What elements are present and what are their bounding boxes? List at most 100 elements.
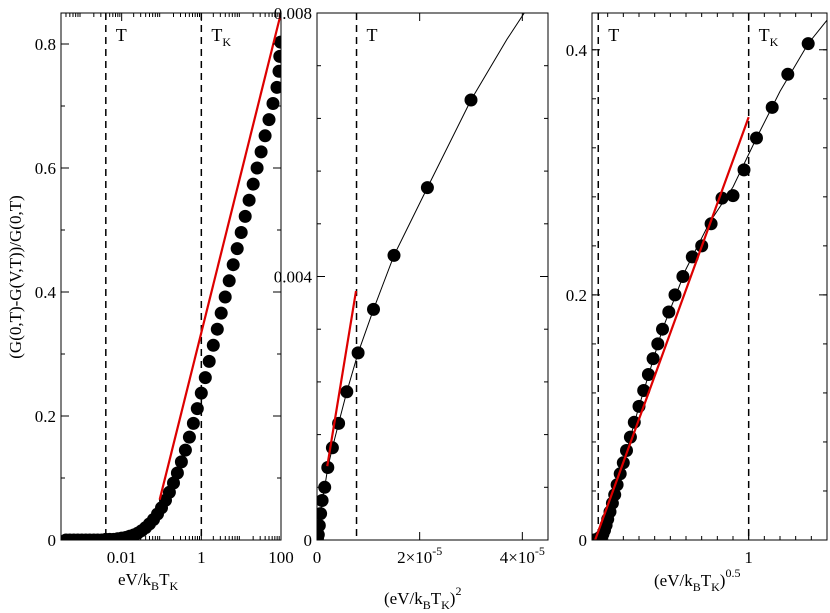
data-point (266, 97, 280, 110)
fit-line (326, 290, 358, 467)
x-label-sup: 2 (455, 584, 461, 598)
data-point (685, 250, 699, 264)
data-point (174, 455, 188, 469)
data-point (238, 209, 252, 223)
x-label-mid: T (159, 570, 170, 589)
data-point (272, 64, 281, 78)
data-point (190, 402, 204, 416)
x-label-main: (eV/k (384, 589, 423, 608)
x-axis-label-left: eV/kBTK (118, 570, 178, 593)
x-label-sub2: K (441, 598, 450, 612)
data-point (218, 290, 232, 304)
plot-frame-right (591, 12, 828, 541)
reference-label-0: T (367, 25, 378, 45)
y-tick-label: 0.2 (566, 286, 587, 305)
data-point (222, 274, 236, 288)
data-point (274, 35, 281, 49)
data-point (464, 93, 478, 107)
data-point (170, 466, 184, 480)
data-point (250, 161, 264, 175)
data-point (637, 384, 651, 397)
data-point (651, 337, 665, 351)
x-label-sub2: K (711, 580, 720, 594)
reference-label-1: TK (759, 25, 779, 49)
data-point (226, 258, 240, 272)
data-point (178, 443, 192, 457)
y-tick-label: 0 (48, 531, 57, 550)
y-tick-label: 0 (579, 531, 588, 550)
x-label-main: (eV/k (654, 571, 693, 590)
x-label-mid: T (431, 589, 442, 608)
data-point (340, 385, 354, 399)
data-point (258, 129, 272, 143)
data-point (234, 226, 248, 239)
reference-label-0: T (116, 25, 127, 45)
plot-frame-middle (316, 12, 549, 541)
y-axis-label: (G(0,T)-G(V,T))/G(0,T) (6, 195, 25, 359)
x-tick-label: 4×10-5 (500, 544, 545, 567)
plot-frame-left (60, 12, 282, 541)
data-point (317, 494, 329, 507)
fit-line (594, 116, 750, 540)
data-point (242, 193, 256, 207)
data-point (186, 416, 200, 430)
data-point (367, 302, 380, 316)
data-point (387, 248, 401, 262)
data-point (662, 305, 676, 319)
reference-label-0: T (608, 25, 619, 45)
x-tick-label: 2×10-5 (397, 544, 442, 567)
data-point (206, 338, 220, 352)
data-point (318, 480, 332, 494)
data-point (198, 371, 212, 385)
data-point (210, 322, 224, 336)
y-tick-label: 0.4 (35, 283, 57, 302)
y-tick-label: 0 (304, 531, 313, 550)
x-tick-label: 1 (197, 548, 206, 567)
y-tick-label: 0.4 (566, 41, 588, 60)
x-axis-label-right: (eV/kBTK)0.5 (654, 566, 740, 594)
fit-line (158, 13, 281, 500)
y-tick-label: 0.8 (35, 35, 56, 54)
series-curve (317, 13, 525, 540)
data-point (214, 306, 228, 320)
x-label-close: ) (720, 571, 726, 590)
y-tick-label: 0.004 (274, 268, 313, 287)
data-point (270, 80, 281, 94)
data-point (167, 476, 180, 490)
data-point (765, 100, 779, 114)
y-tick-label: 0.6 (35, 159, 56, 178)
x-tick-label: 1 (744, 548, 753, 567)
y-tick-label: 0.008 (274, 4, 312, 23)
x-label-sub1: B (423, 598, 431, 612)
data-point (351, 346, 365, 360)
data-point (194, 386, 208, 400)
x-tick-label: 0.01 (107, 548, 137, 567)
data-point (656, 322, 669, 336)
data-point (317, 507, 328, 521)
x-label-sub1: B (693, 580, 701, 594)
data-point (668, 288, 682, 302)
x-label-close: ) (450, 589, 456, 608)
reference-label-1: TK (211, 25, 231, 49)
data-point (230, 242, 244, 256)
x-label-sub1: B (151, 579, 159, 593)
data-point (254, 145, 268, 159)
y-tick-label: 0.2 (35, 407, 56, 426)
data-point (737, 163, 751, 177)
data-point (262, 113, 276, 127)
x-label-mid: T (701, 571, 712, 590)
panel-left: (G(0,T)-G(V,T))/G(0,T) eV/kBTK T TK 0 0.2 0.… (6, 12, 294, 593)
data-point (420, 181, 434, 195)
x-tick-label: 100 (268, 548, 294, 567)
x-tick-label: 0 (313, 548, 322, 567)
data-point (317, 519, 326, 532)
data-point (801, 37, 815, 51)
data-point (273, 49, 281, 63)
data-point (246, 177, 260, 191)
data-point (202, 354, 216, 368)
data-point (676, 270, 690, 283)
x-label-main: eV/k (118, 570, 152, 589)
data-point (641, 368, 655, 381)
